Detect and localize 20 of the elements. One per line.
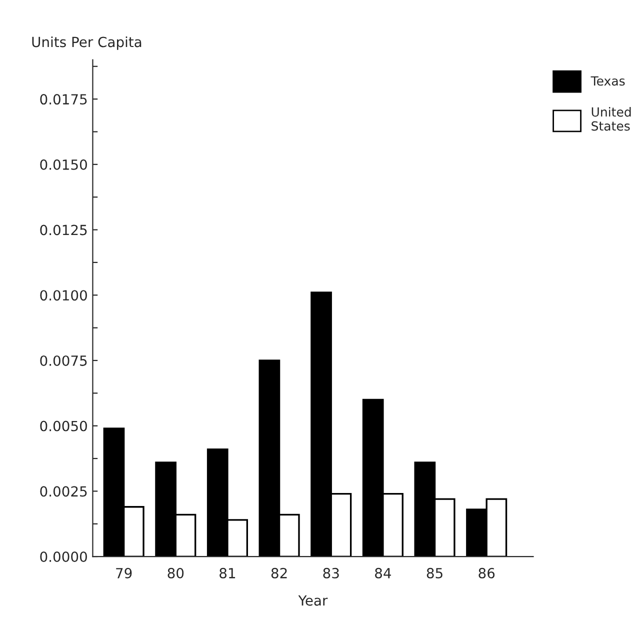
legend-label: United States: [592, 107, 631, 131]
x-tick-label: 82: [271, 568, 287, 578]
y-axis-title: Units Per Capita: [32, 36, 142, 50]
y-tick-label: 0.0050: [40, 420, 87, 432]
y-tick-label: 0.0125: [40, 224, 87, 236]
x-tick-label: 81: [220, 568, 236, 578]
x-tick-label: 83: [323, 568, 339, 578]
x-tick-label: 86: [478, 568, 495, 578]
x-axis-title: Year: [298, 595, 328, 606]
legend-label: Texas: [590, 76, 625, 86]
y-tick-label: 0.0150: [40, 159, 87, 170]
x-tick-label: 84: [375, 568, 392, 578]
y-tick-label: 0.0075: [40, 355, 87, 366]
y-tick-label: 0.0175: [40, 94, 87, 105]
y-tick-label: 0.0025: [40, 486, 87, 497]
y-tick-label: 0.0000: [40, 552, 87, 562]
y-tick-label: 0.0100: [40, 290, 87, 301]
x-tick-label: 85: [426, 568, 442, 578]
x-tick-label: 79: [116, 568, 132, 578]
x-tick-label: 80: [168, 568, 184, 578]
